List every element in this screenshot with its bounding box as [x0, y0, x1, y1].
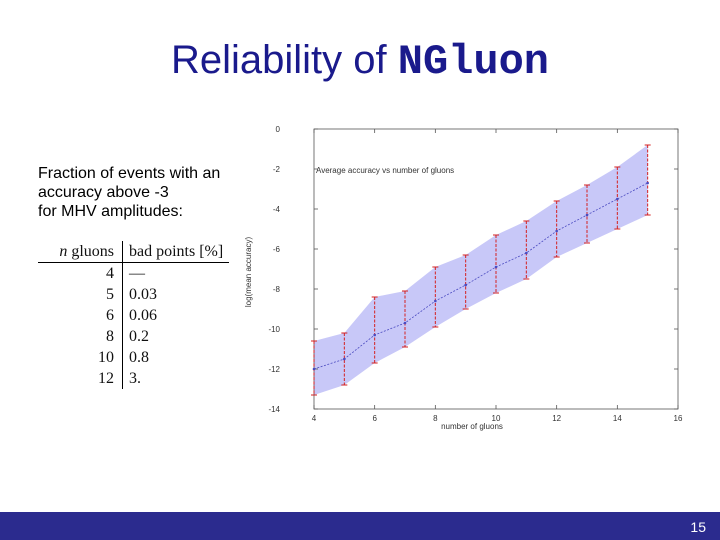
y-tick-label: -14 [268, 405, 280, 414]
y-tick-label: -10 [268, 325, 280, 334]
data-point [616, 197, 619, 201]
y-tick-label: -12 [268, 365, 280, 374]
data-point [403, 321, 407, 325]
x-tick-label: 10 [492, 414, 501, 423]
header-bad-points: bad points [%] [122, 241, 230, 263]
title-text: Reliability of [171, 38, 398, 82]
cell-bad: 0.06 [129, 307, 157, 324]
cell-bad: 0.03 [129, 286, 157, 303]
cell-n: 5 [38, 284, 123, 305]
y-axis-label: log(mean accuracy) [244, 237, 253, 308]
legend-label: Average accuracy vs number of gluons [316, 166, 454, 175]
x-tick-label: 12 [552, 414, 561, 423]
data-point [464, 283, 467, 287]
data-point [525, 251, 528, 255]
table-row: 4— [38, 262, 229, 284]
data-point [555, 229, 558, 233]
y-tick-label: -6 [273, 245, 281, 254]
table-row: 12 3. [38, 368, 229, 389]
data-point [585, 213, 589, 217]
data-point [434, 299, 437, 303]
y-tick-label: 0 [276, 125, 281, 134]
header-n-rest: gluons [67, 243, 114, 260]
description-line: for MHV amplitudes: [38, 203, 183, 220]
header-n-gluons: n gluons [38, 241, 123, 263]
table-row: 6 0.06 [38, 305, 229, 326]
x-tick-label: 8 [433, 414, 438, 423]
table-row: 10 0.8 [38, 347, 229, 368]
y-tick-label: -4 [273, 205, 281, 214]
table-row: 5 0.03 [38, 284, 229, 305]
x-axis-label: number of gluons [441, 422, 503, 431]
description-line: Fraction of events with an [38, 165, 221, 182]
x-tick-label: 4 [312, 414, 317, 423]
x-tick-label: 14 [613, 414, 622, 423]
mean-line [313, 182, 648, 370]
data-point [373, 333, 376, 337]
cell-bad: 0.8 [129, 349, 149, 366]
description-line: accuracy above -3 [38, 184, 169, 201]
page-number: 15 [690, 519, 706, 535]
data-point [494, 265, 498, 269]
title-code: NGluon [397, 38, 549, 86]
x-tick-label: 16 [674, 414, 683, 423]
data-point [312, 367, 316, 371]
table-header-row: n gluons bad points [%] [38, 241, 230, 263]
cell-n: 10 [38, 347, 123, 368]
y-tick-label: -8 [273, 285, 281, 294]
cell-bad: — [129, 265, 145, 282]
data-point [646, 181, 649, 185]
cell-bad: 3. [129, 370, 141, 387]
header-n-italic: n [59, 243, 68, 260]
cell-n: 12 [38, 368, 123, 389]
footer-bar: 15 [0, 512, 720, 540]
cell-n: 8 [38, 326, 123, 347]
y-tick-label: -2 [273, 165, 281, 174]
accuracy-band [314, 145, 648, 395]
cell-n: 4 [38, 262, 123, 284]
x-tick-label: 6 [372, 414, 377, 423]
page-title: Reliability of NGluon [0, 38, 720, 86]
bad-points-table: n gluons bad points [%] 4— 5 0.03 6 0.06 8… [38, 241, 230, 389]
data-point [343, 357, 346, 361]
table-row: 8 0.2 [38, 326, 229, 347]
description: Fraction of events with an accuracy abov… [38, 164, 268, 221]
cell-bad: 0.2 [129, 328, 149, 345]
cell-n: 6 [38, 305, 123, 326]
